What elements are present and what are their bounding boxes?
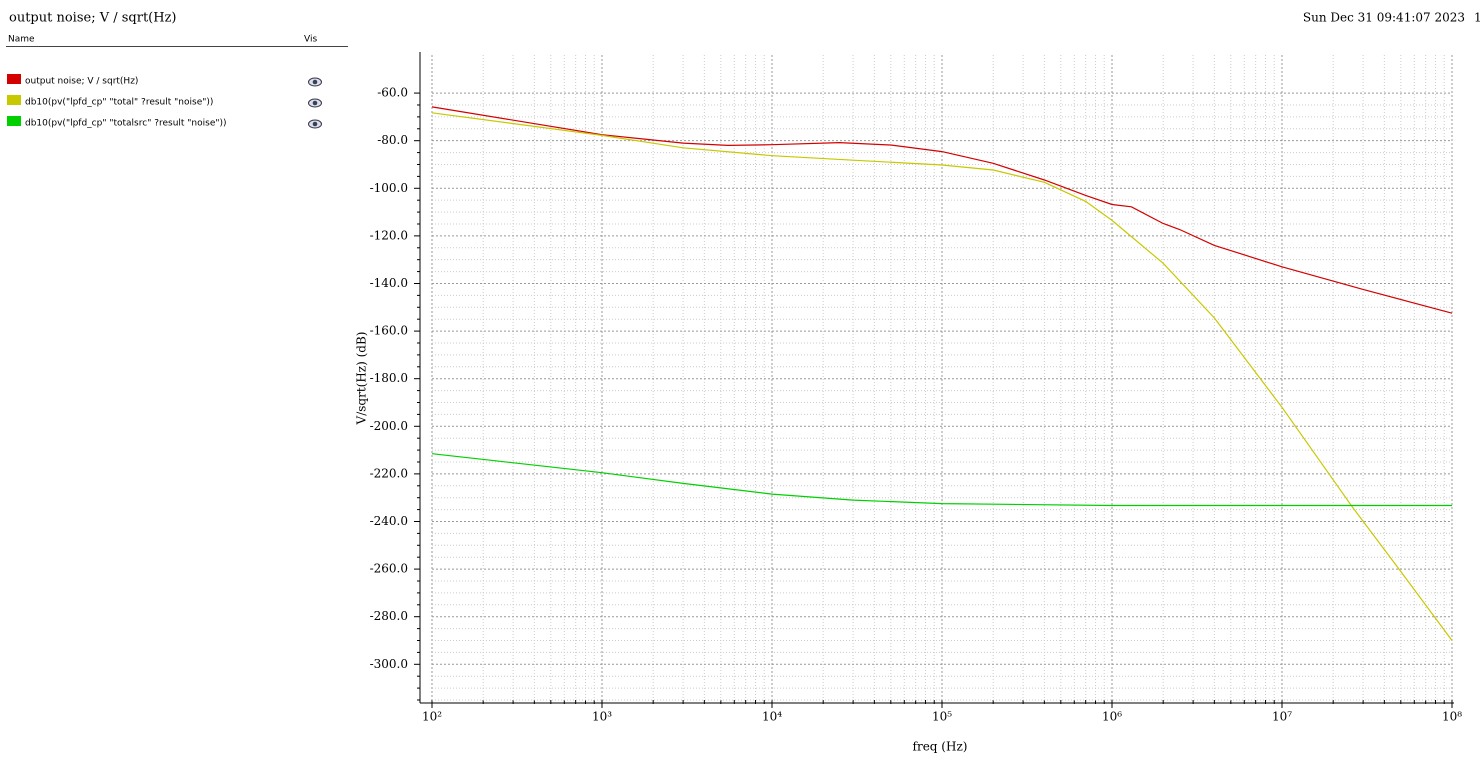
- y-tick-label: -120.0: [370, 228, 408, 242]
- page-number: 1: [1474, 11, 1482, 25]
- x-tick-label: 10³: [592, 710, 612, 724]
- legend-swatch: [7, 116, 21, 126]
- y-tick-label: -300.0: [370, 657, 408, 671]
- eye-pupil: [312, 79, 318, 85]
- y-tick-label: -220.0: [370, 466, 408, 480]
- name-header: Name: [8, 35, 35, 45]
- x-tick-label: 10⁸: [1442, 710, 1462, 724]
- visibility-toggle[interactable]: [308, 119, 322, 129]
- x-tick-label: 10⁷: [1272, 710, 1292, 724]
- series-line: [431, 112, 1453, 641]
- legend-label: db10(pv("lpfd_cp" "totalsrc" ?result "no…: [25, 119, 227, 129]
- visibility-toggle[interactable]: [308, 98, 322, 108]
- y-tick-label: -140.0: [370, 276, 408, 290]
- y-tick-label: -280.0: [370, 609, 408, 623]
- y-tick-label: -160.0: [370, 324, 408, 338]
- y-axis-label: V/sqrt(Hz) (dB): [355, 332, 369, 426]
- y-tick-label: -100.0: [370, 181, 408, 195]
- y-tick-label: -60.0: [377, 86, 408, 100]
- timestamp: Sun Dec 31 09:41:07 2023: [1303, 11, 1465, 25]
- x-tick-label: 10⁴: [762, 710, 782, 724]
- x-tick-label: 10⁶: [1102, 710, 1122, 724]
- legend-swatch: [7, 95, 21, 105]
- eye-pupil: [312, 100, 318, 106]
- vis-header: Vis: [304, 35, 317, 45]
- legend-label: db10(pv("lpfd_cp" "total" ?result "noise…: [25, 98, 213, 108]
- x-axis-label: freq (Hz): [913, 740, 968, 754]
- x-tick-label: 10⁵: [932, 710, 952, 724]
- y-tick-label: -180.0: [370, 371, 408, 385]
- y-tick-label: -200.0: [370, 419, 408, 433]
- window-title: output noise; V / sqrt(Hz): [9, 11, 177, 26]
- legend-swatch: [7, 74, 21, 84]
- x-tick-label: 10²: [422, 710, 442, 724]
- y-tick-label: -240.0: [370, 514, 408, 528]
- y-tick-label: -260.0: [370, 562, 408, 576]
- legend-label: output noise; V / sqrt(Hz): [25, 77, 138, 87]
- y-tick-label: -80.0: [377, 133, 408, 147]
- visibility-toggle[interactable]: [308, 77, 322, 87]
- series-line: [431, 106, 1453, 314]
- eye-pupil: [312, 121, 318, 127]
- series-line: [431, 453, 1452, 507]
